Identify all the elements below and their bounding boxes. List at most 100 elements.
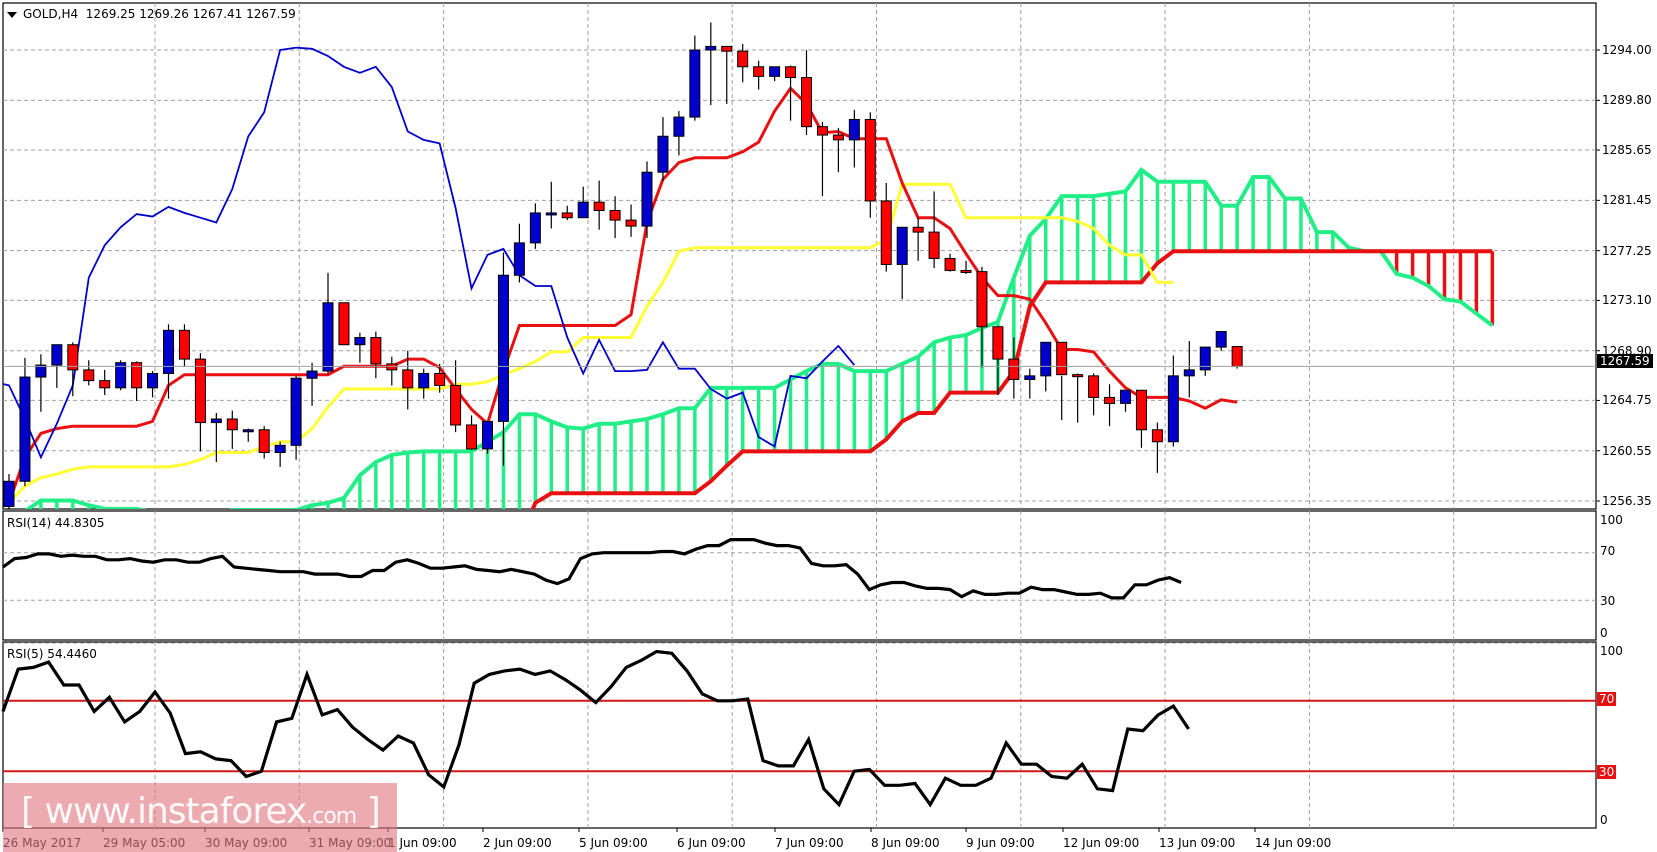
rsi14-title: RSI(14) 44.8305 [7, 516, 105, 530]
candle-body [434, 372, 446, 386]
time-label: 8 Jun 09:00 [871, 836, 940, 850]
price-tick-label: 1256.35 [1602, 494, 1652, 509]
watermark-tld: .com [306, 804, 357, 829]
candle-body [210, 418, 222, 424]
candle-body [976, 271, 988, 328]
candle-body [880, 200, 892, 265]
candle-body [816, 126, 828, 136]
main-plot [3, 22, 1495, 509]
candle-body [35, 364, 47, 378]
time-label: 12 Jun 09:00 [1063, 836, 1140, 850]
rsi14-line [2, 537, 1182, 600]
candle-body [178, 329, 190, 360]
panel-frame-1 [2, 510, 1597, 641]
candle-body [1024, 375, 1036, 380]
candle-body [657, 135, 669, 173]
candle-body [1151, 429, 1163, 443]
candle-body [912, 226, 924, 233]
candle-body [529, 212, 541, 244]
candle-body [1088, 375, 1100, 398]
candle-body [1120, 389, 1131, 404]
candle-body [769, 66, 781, 77]
panel-frame-0 [2, 2, 1597, 510]
candle-body [290, 377, 302, 446]
candle-body [1183, 369, 1195, 377]
candle-body [274, 444, 286, 454]
candle-body [242, 429, 254, 433]
candle-body [1072, 374, 1084, 378]
time-label: 6 Jun 09:00 [677, 836, 746, 850]
time-label: 9 Jun 09:00 [966, 836, 1035, 850]
candle-body [115, 362, 127, 389]
candle-body [561, 212, 573, 219]
rsi14-tick-30: 30 [1600, 594, 1616, 608]
rsi14-tick-70: 70 [1600, 544, 1616, 558]
candle-body [689, 49, 701, 118]
candle-body [944, 257, 956, 271]
candle-body [864, 118, 876, 202]
candle-body [354, 337, 366, 346]
price-tick-label: 1260.55 [1602, 443, 1652, 458]
candle-body [83, 369, 95, 382]
candle-body [721, 45, 733, 52]
candle-body [609, 210, 621, 221]
ohlc-values: 1269.25 1269.26 1267.41 1267.59 [85, 7, 296, 21]
rsi5-tick-100: 100 [1600, 644, 1623, 658]
candle-body [3, 480, 15, 507]
candle-body [194, 358, 206, 424]
watermark-bracket-open: [ [21, 791, 35, 832]
candle-body [673, 116, 685, 137]
chart-title: GOLD,H4 1269.25 1269.26 1267.41 1267.59 [7, 7, 296, 21]
chikou-span [3, 46, 855, 460]
candle-body [1135, 389, 1147, 431]
candle-body [1040, 341, 1052, 377]
candle-body [992, 326, 1004, 360]
candle-body [466, 424, 478, 450]
time-label: 2 Jun 09:00 [483, 836, 552, 850]
candle-body [99, 380, 111, 389]
candle-body [593, 201, 605, 212]
rsi5-level-30-tag: 30 [1597, 765, 1617, 779]
candle-body [960, 269, 972, 273]
price-tick-label: 1285.65 [1602, 143, 1652, 158]
candle-body [338, 302, 350, 346]
rsi5-title: RSI(5) 54.4460 [7, 647, 97, 661]
rsi5-line [1, 649, 1190, 808]
candle-body [513, 242, 525, 276]
current-price-tag: 1267.59 [1597, 354, 1653, 368]
candle-body [1167, 375, 1179, 443]
candle-body [848, 118, 860, 141]
candle-body [418, 372, 430, 389]
candle-body [370, 337, 382, 365]
candle-body [785, 66, 797, 79]
time-label: 5 Jun 09:00 [579, 836, 648, 850]
candle-body [306, 370, 318, 379]
rsi14-tick-100: 100 [1600, 513, 1623, 527]
candle-body [147, 372, 159, 389]
candle-body [1231, 346, 1243, 367]
candle-body [737, 50, 749, 68]
kijun-sen [7, 182, 1174, 504]
candle-body [1104, 396, 1116, 404]
candle-body [577, 201, 589, 219]
watermark-domain: www.instaforex [44, 791, 308, 832]
candle-body [51, 344, 63, 366]
collapse-triangle-icon[interactable] [7, 11, 17, 18]
candle-body [482, 420, 493, 450]
candle-body [163, 329, 174, 374]
candle-body [497, 274, 509, 422]
rsi5-tick-0: 0 [1600, 813, 1608, 827]
candle-body [322, 302, 334, 372]
candle-body [1008, 358, 1020, 380]
tenkan-sen [7, 85, 1238, 504]
watermark-bracket-close: ] [366, 791, 381, 832]
price-tick-label: 1281.45 [1602, 193, 1652, 208]
symbol-label: GOLD,H4 [23, 7, 79, 21]
candle-body [928, 231, 940, 259]
candle-body [1056, 341, 1068, 376]
rsi14-tick-0: 0 [1600, 626, 1608, 640]
time-label: 7 Jun 09:00 [775, 836, 844, 850]
price-tick-label: 1277.25 [1602, 243, 1652, 258]
candle-body [641, 171, 653, 227]
